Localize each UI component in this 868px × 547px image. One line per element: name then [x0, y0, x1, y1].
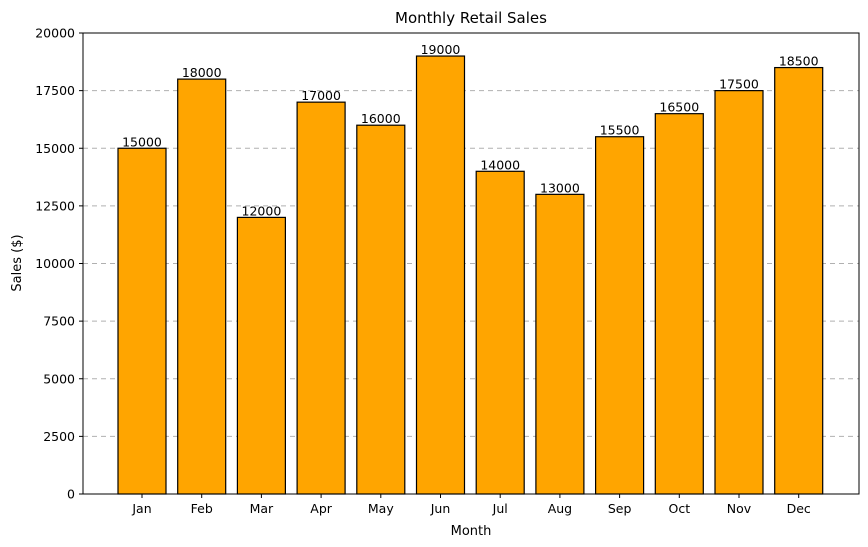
bar-jul: [475, 170, 525, 495]
bar-value-label: 17000: [301, 88, 341, 103]
x-tick-label: Feb: [191, 501, 213, 516]
y-tick-label: 2500: [43, 429, 75, 444]
bar-jun: [415, 55, 466, 495]
bar-jan: [117, 147, 167, 495]
data-labels-layer: 15000 18000 12000 17000 16000 19000 14000 13000…: [122, 42, 819, 218]
bar-nov: [714, 90, 764, 495]
y-axis-label: Sales ($): [10, 234, 25, 291]
bar-value-label: 15000: [122, 134, 162, 149]
y-tick-label: 15000: [35, 141, 75, 156]
bar-feb: [177, 78, 227, 495]
x-tick-label: Aug: [548, 501, 572, 516]
bar-may: [356, 124, 406, 495]
bar-sep: [594, 136, 645, 495]
bar-value-label: 14000: [480, 157, 520, 172]
x-tick-label: Dec: [787, 501, 811, 516]
y-axis: 0 2500 5000 7500 10000 12500 15000 17500 20000: [35, 26, 83, 502]
bar-mar: [236, 216, 286, 495]
y-tick-label: 20000: [35, 26, 75, 41]
bar-aug: [535, 193, 585, 495]
chart-title: Monthly Retail Sales: [395, 9, 547, 27]
bar-value-label: 17500: [719, 77, 759, 92]
y-tick-label: 7500: [43, 314, 75, 329]
y-tick-label: 5000: [43, 371, 75, 386]
bar-value-label: 15500: [600, 123, 640, 138]
x-tick-label: Jan: [131, 501, 151, 516]
y-tick-label: 10000: [35, 256, 75, 271]
bar-value-label: 18500: [779, 54, 819, 69]
x-tick-label: Jun: [430, 501, 451, 516]
bar-value-label: 18000: [182, 65, 222, 80]
x-axis: Jan Feb Mar Apr May Jun Jul Aug Sep Oct Nov Dec: [131, 494, 811, 516]
x-tick-label: Jul: [492, 501, 508, 516]
bar-value-label: 13000: [540, 180, 580, 195]
x-tick-label: Nov: [727, 501, 752, 516]
y-tick-label: 0: [67, 487, 75, 502]
y-tick-label: 17500: [35, 83, 75, 98]
x-tick-label: Sep: [608, 501, 632, 516]
bar-value-label: 16500: [659, 100, 699, 115]
bars-layer: [117, 55, 824, 495]
x-tick-label: Apr: [310, 501, 332, 516]
x-tick-label: Mar: [250, 501, 274, 516]
bar-apr: [296, 101, 346, 495]
x-tick-label: May: [368, 501, 394, 516]
bar-dec: [774, 66, 824, 495]
bar-value-label: 12000: [242, 203, 282, 218]
bar-value-label: 19000: [421, 42, 461, 57]
x-axis-label: Month: [451, 524, 492, 539]
bar-oct: [654, 113, 704, 495]
y-tick-label: 12500: [35, 198, 75, 213]
bar-value-label: 16000: [361, 111, 401, 126]
x-tick-label: Oct: [668, 501, 690, 516]
